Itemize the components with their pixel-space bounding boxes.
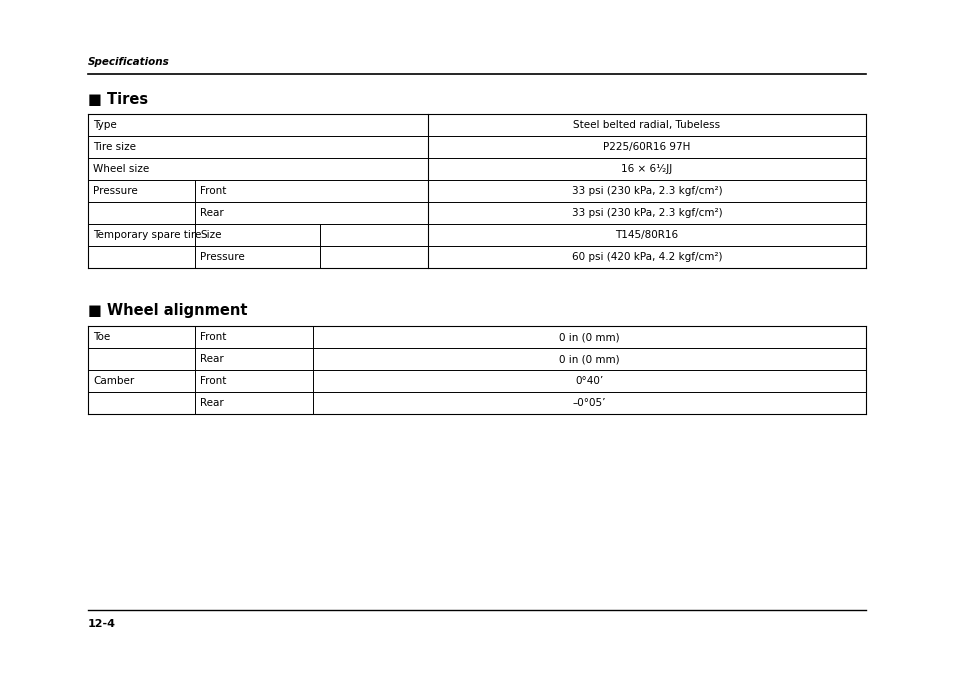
Text: Front: Front xyxy=(200,376,226,386)
Text: 33 psi (230 kPa, 2.3 kgf/cm²): 33 psi (230 kPa, 2.3 kgf/cm²) xyxy=(571,186,721,196)
Text: –0°05’: –0°05’ xyxy=(572,398,605,408)
Text: Type: Type xyxy=(92,120,116,130)
Text: 0 in (0 mm): 0 in (0 mm) xyxy=(558,332,619,342)
Text: 0 in (0 mm): 0 in (0 mm) xyxy=(558,354,619,364)
Text: Pressure: Pressure xyxy=(200,252,245,262)
Text: 12-4: 12-4 xyxy=(88,619,116,629)
Text: P225/60R16 97H: P225/60R16 97H xyxy=(602,142,690,152)
Text: Wheel size: Wheel size xyxy=(92,164,149,174)
Text: Steel belted radial, Tubeless: Steel belted radial, Tubeless xyxy=(573,120,720,130)
Text: 0°40’: 0°40’ xyxy=(575,376,603,386)
Text: 33 psi (230 kPa, 2.3 kgf/cm²): 33 psi (230 kPa, 2.3 kgf/cm²) xyxy=(571,208,721,218)
Text: Specifications: Specifications xyxy=(88,57,170,67)
Text: Rear: Rear xyxy=(200,398,224,408)
Text: 16 × 6¹⁄₂JJ: 16 × 6¹⁄₂JJ xyxy=(620,164,672,174)
Text: Size: Size xyxy=(200,230,221,240)
Text: 60 psi (420 kPa, 4.2 kgf/cm²): 60 psi (420 kPa, 4.2 kgf/cm²) xyxy=(571,252,721,262)
Text: Front: Front xyxy=(200,186,226,196)
Text: ■ Wheel alignment: ■ Wheel alignment xyxy=(88,303,247,317)
Text: Rear: Rear xyxy=(200,208,224,218)
Text: Camber: Camber xyxy=(92,376,134,386)
Text: Toe: Toe xyxy=(92,332,111,342)
Text: Temporary spare tire: Temporary spare tire xyxy=(92,230,201,240)
Text: Front: Front xyxy=(200,332,226,342)
Text: Pressure: Pressure xyxy=(92,186,137,196)
Text: T145/80R16: T145/80R16 xyxy=(615,230,678,240)
Text: ■ Tires: ■ Tires xyxy=(88,92,148,107)
Text: Rear: Rear xyxy=(200,354,224,364)
Text: Tire size: Tire size xyxy=(92,142,136,152)
